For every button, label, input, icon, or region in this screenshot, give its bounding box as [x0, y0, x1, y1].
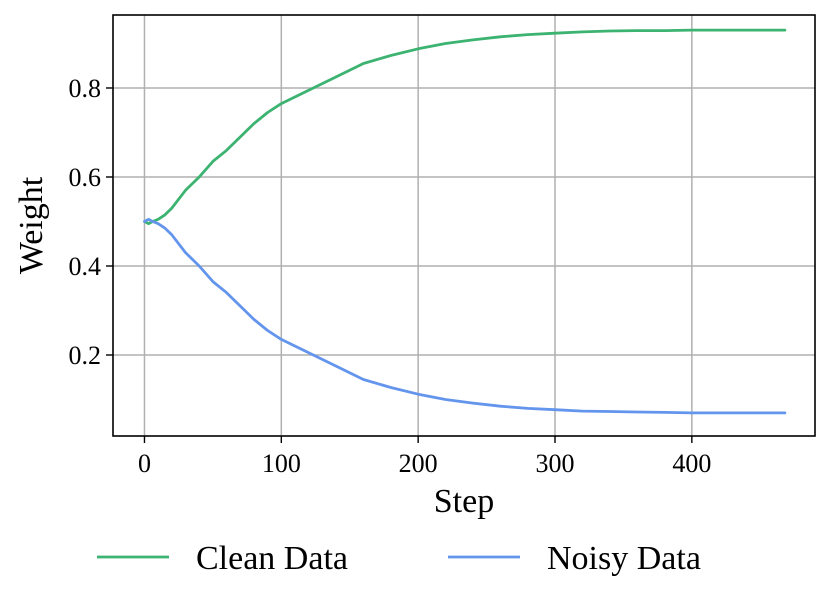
y-axis: 0.2 0.4 0.6 0.8 [69, 74, 113, 370]
series-line-1 [143, 28, 787, 226]
grid [113, 15, 815, 436]
x-tick-label: 300 [536, 449, 575, 478]
legend: Clean Data Noisy Data [97, 540, 701, 577]
x-tick-label: 0 [138, 449, 151, 478]
x-tick-label: 100 [262, 449, 301, 478]
x-axis: 0 100 200 300 400 [138, 436, 711, 478]
y-axis-title: Weight [13, 176, 50, 274]
x-tick-label: 200 [399, 449, 438, 478]
legend-label-2: Noisy Data [547, 540, 701, 577]
y-tick-label: 0.2 [69, 341, 102, 370]
series-layer [143, 28, 787, 415]
y-tick-label: 0.8 [69, 74, 102, 103]
y-tick-label: 0.6 [69, 163, 102, 192]
legend-label-1: Clean Data [196, 540, 348, 577]
series-line-2 [143, 217, 787, 415]
x-tick-label: 400 [672, 449, 711, 478]
y-tick-label: 0.4 [69, 252, 102, 281]
x-axis-title: Step [434, 483, 494, 520]
plot-frame [112, 14, 816, 437]
